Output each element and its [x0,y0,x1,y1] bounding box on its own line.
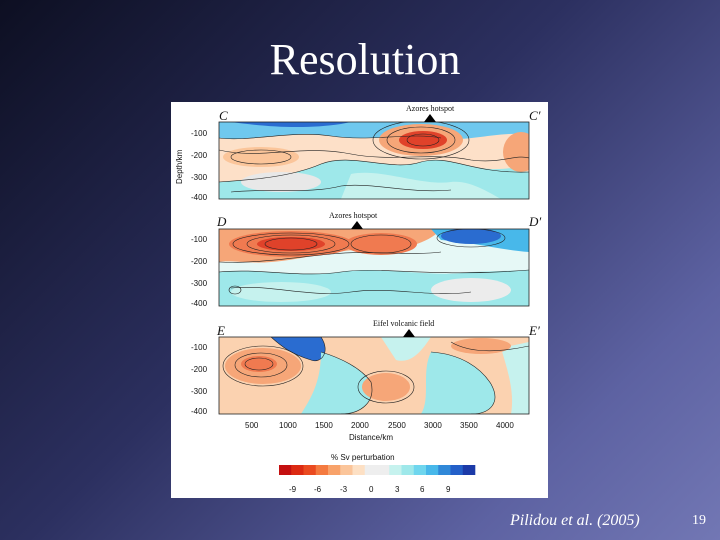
distance-axis: 500 1000 1500 2000 2500 3000 3500 4000 D… [245,421,514,442]
colorbar-tick: 6 [420,485,425,494]
x-tick: 1000 [279,421,297,430]
x-tick: 500 [245,421,259,430]
colorbar-swatch [389,465,402,475]
panel-d-start-label: D [216,214,227,229]
depth-tick: -100 [191,129,208,138]
colorbar-swatch [328,465,341,475]
colorbar-tick: 9 [446,485,451,494]
depth-tick: -200 [191,257,208,266]
colorbar-tick: 3 [395,485,400,494]
colorbar-tick: -9 [289,485,297,494]
depth-tick: -400 [191,407,208,416]
x-tick: 2500 [388,421,406,430]
colorbar-tick: 0 [369,485,374,494]
colorbar-swatch [450,465,464,475]
colorbar-swatch [401,465,415,475]
panel-e-end-label: E′ [528,323,540,338]
x-tick: 3000 [424,421,442,430]
colorbar-ticks: -9 -6 -3 0 3 6 9 [289,485,451,494]
depth-tick: -400 [191,299,208,308]
depth-axis-d: -100 -200 -300 -400 [191,235,208,308]
depth-tick: -300 [191,279,208,288]
citation: Pilidou et al. (2005) [510,512,640,529]
panel-c: Azores hotspot C C′ [218,104,541,200]
depth-axis-label: Depth/km [175,149,184,184]
colorbar-swatch [303,465,317,475]
depth-tick: -300 [191,387,208,396]
panel-e-start-label: E [216,323,225,338]
colorbar-swatch [413,465,427,475]
tomography-figure: Azores hotspot C C′ [171,102,548,498]
depth-tick: -100 [191,235,208,244]
panel-e-hotspot-label: Eifel volcanic field [373,319,434,328]
slide-title: Resolution [269,35,461,84]
distance-axis-label: Distance/km [349,433,393,442]
colorbar-tick: -3 [340,485,348,494]
depth-tick: -400 [191,193,208,202]
colorbar-swatch [340,465,353,475]
colorbar-title: % Sv perturbation [331,453,395,462]
colorbar-tick: -6 [314,485,322,494]
colorbar-swatch [426,465,439,475]
colorbar-swatch [438,465,451,475]
tomography-svg: Azores hotspot C C′ [175,104,541,494]
colorbar-swatch [352,465,366,475]
colorbar-swatch [279,465,292,475]
colorbar-swatch [364,465,378,475]
panel-d-end-label: D′ [528,214,541,229]
colorbar-swatch [291,465,304,475]
depth-tick: -300 [191,173,208,182]
depth-tick: -200 [191,151,208,160]
page-number: 19 [692,513,706,528]
panel-e: Eifel volcanic field E E′ [216,319,540,415]
x-tick: 2000 [351,421,369,430]
colorbar [279,465,476,475]
depth-axis-c: -100 -200 -300 -400 [191,129,208,202]
depth-axis-e: -100 -200 -300 -400 [191,343,208,416]
colorbar-swatch [315,465,329,475]
panel-d: Azores hotspot D D′ [216,211,541,307]
x-tick: 4000 [496,421,514,430]
x-tick: 1500 [315,421,333,430]
colorbar-swatch [377,465,390,475]
x-tick: 3500 [460,421,478,430]
depth-tick: -100 [191,343,208,352]
colorbar-swatch [462,465,476,475]
panel-c-hotspot-label: Azores hotspot [406,104,455,113]
panel-c-start-label: C [219,108,228,123]
panel-d-hotspot-label: Azores hotspot [329,211,378,220]
depth-tick: -200 [191,365,208,374]
panel-c-end-label: C′ [529,108,541,123]
